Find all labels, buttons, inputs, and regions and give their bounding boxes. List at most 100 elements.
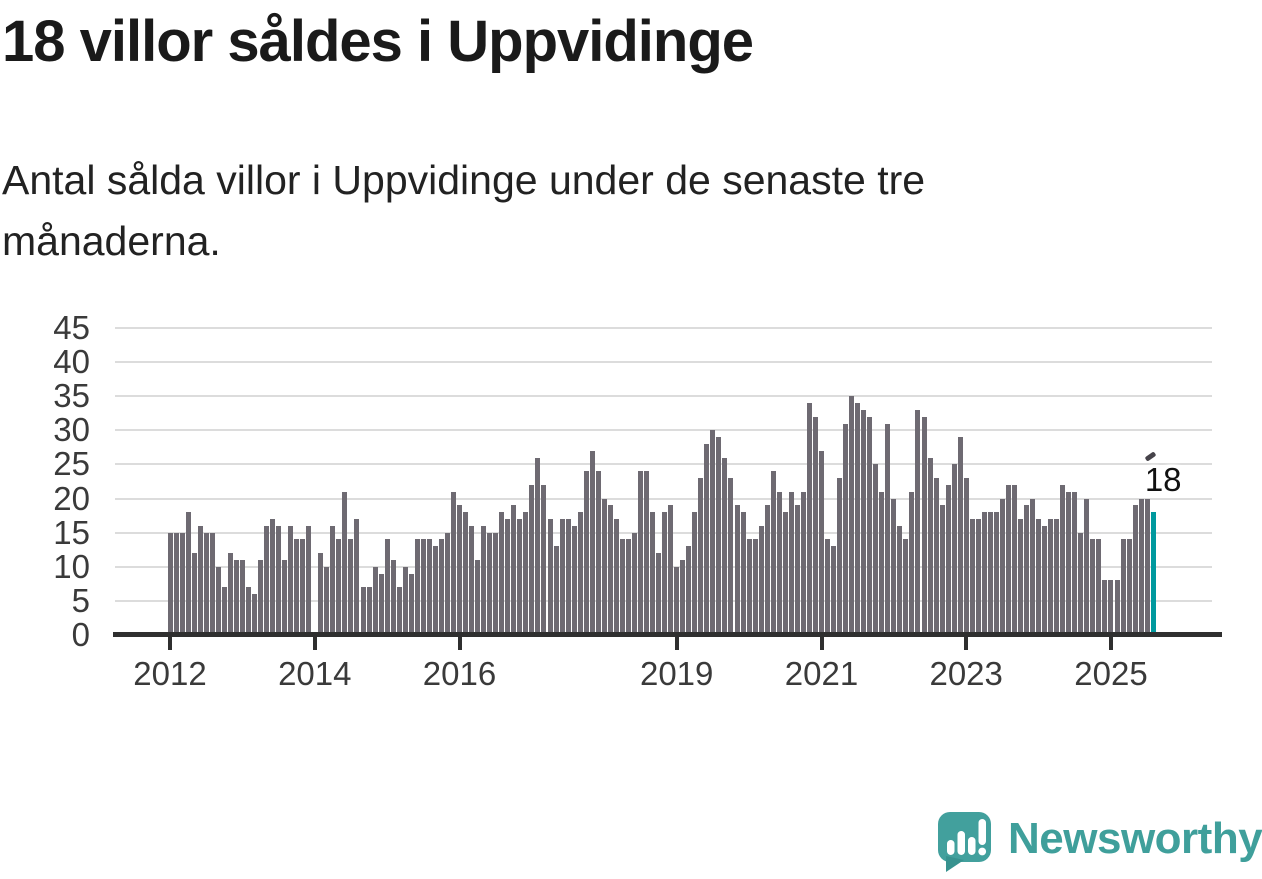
bar bbox=[656, 553, 662, 635]
bar bbox=[402, 566, 408, 635]
bar bbox=[493, 532, 499, 635]
bar bbox=[824, 539, 830, 635]
bar bbox=[794, 505, 800, 635]
bar bbox=[282, 559, 288, 635]
bar bbox=[619, 539, 625, 635]
bar bbox=[849, 396, 855, 635]
bar bbox=[396, 587, 402, 635]
bar bbox=[475, 559, 481, 635]
y-axis-tick-label: 15 bbox=[53, 513, 90, 551]
newsworthy-logo-text: Newsworthy bbox=[1008, 814, 1262, 863]
bar bbox=[366, 587, 372, 635]
bar bbox=[981, 512, 987, 635]
bar bbox=[306, 525, 312, 635]
bar bbox=[867, 416, 873, 635]
bar bbox=[668, 505, 674, 635]
bar bbox=[770, 471, 776, 635]
subtitle-line-2: månaderna. bbox=[2, 218, 221, 264]
bar bbox=[185, 512, 191, 635]
bar bbox=[963, 478, 969, 635]
bar bbox=[903, 539, 909, 635]
bar bbox=[891, 498, 897, 635]
bar bbox=[1042, 525, 1048, 635]
bar bbox=[348, 539, 354, 635]
bar bbox=[879, 491, 885, 635]
bar bbox=[294, 539, 300, 635]
bar bbox=[239, 559, 245, 635]
bar bbox=[1024, 505, 1030, 635]
bar bbox=[173, 532, 179, 635]
bar bbox=[589, 450, 595, 635]
bar bbox=[607, 505, 613, 635]
bar bbox=[444, 532, 450, 635]
bar bbox=[897, 525, 903, 635]
bar bbox=[463, 512, 469, 635]
bar bbox=[264, 525, 269, 635]
bar bbox=[360, 587, 366, 635]
bar bbox=[336, 539, 342, 635]
bar bbox=[740, 512, 746, 635]
bar bbox=[270, 519, 276, 635]
bar bbox=[855, 403, 861, 635]
bar bbox=[426, 539, 432, 635]
bar bbox=[487, 532, 493, 635]
bar bbox=[565, 519, 571, 635]
bar bbox=[547, 519, 553, 635]
x-axis-tick-label: 2016 bbox=[422, 655, 497, 692]
newsworthy-logo[interactable]: Newsworthy bbox=[936, 810, 1262, 872]
bar bbox=[1120, 539, 1126, 635]
bar bbox=[559, 519, 565, 635]
bar bbox=[782, 512, 788, 635]
bar bbox=[251, 594, 257, 635]
bar bbox=[571, 525, 577, 635]
bar bbox=[577, 512, 583, 635]
bar bbox=[644, 471, 650, 635]
bar bbox=[1138, 498, 1144, 635]
bar bbox=[167, 532, 173, 635]
y-axis-tick-label: 30 bbox=[53, 411, 90, 449]
gridline bbox=[115, 429, 1212, 432]
bar bbox=[523, 512, 529, 635]
bar bbox=[481, 525, 487, 635]
bar bbox=[885, 423, 891, 635]
bar bbox=[535, 457, 541, 635]
bar bbox=[692, 512, 698, 635]
bar bbox=[221, 587, 227, 635]
bar bbox=[843, 423, 849, 635]
newsworthy-logo-icon bbox=[938, 812, 991, 872]
bar bbox=[179, 532, 185, 635]
bar bbox=[288, 525, 294, 635]
bar bbox=[927, 457, 933, 635]
x-axis-tick-label: 2021 bbox=[784, 655, 859, 692]
bar bbox=[993, 512, 999, 635]
bar bbox=[1084, 498, 1090, 635]
gridline bbox=[115, 395, 1212, 398]
bar bbox=[722, 457, 728, 635]
bar bbox=[300, 539, 306, 635]
bar bbox=[227, 553, 233, 635]
bar bbox=[1096, 539, 1102, 635]
bar bbox=[951, 464, 957, 635]
bar bbox=[372, 566, 378, 635]
bar bbox=[999, 498, 1005, 635]
bar bbox=[1132, 505, 1138, 635]
bar bbox=[915, 409, 921, 635]
x-axis-tick bbox=[819, 637, 824, 650]
bar bbox=[969, 519, 975, 635]
bar bbox=[203, 532, 209, 635]
x-axis-tick bbox=[1109, 637, 1113, 650]
bar bbox=[704, 443, 710, 635]
y-axis-tick-label: 35 bbox=[53, 377, 90, 415]
bar bbox=[324, 566, 330, 635]
x-axis-tick-label: 2019 bbox=[639, 655, 714, 692]
y-axis-tick-label: 10 bbox=[53, 547, 90, 585]
bar bbox=[734, 505, 740, 635]
y-axis-tick-label: 25 bbox=[53, 445, 90, 483]
bar bbox=[1072, 491, 1078, 635]
bar bbox=[698, 478, 704, 635]
bar bbox=[1060, 484, 1066, 635]
bar bbox=[716, 437, 722, 635]
bar bbox=[414, 539, 420, 635]
